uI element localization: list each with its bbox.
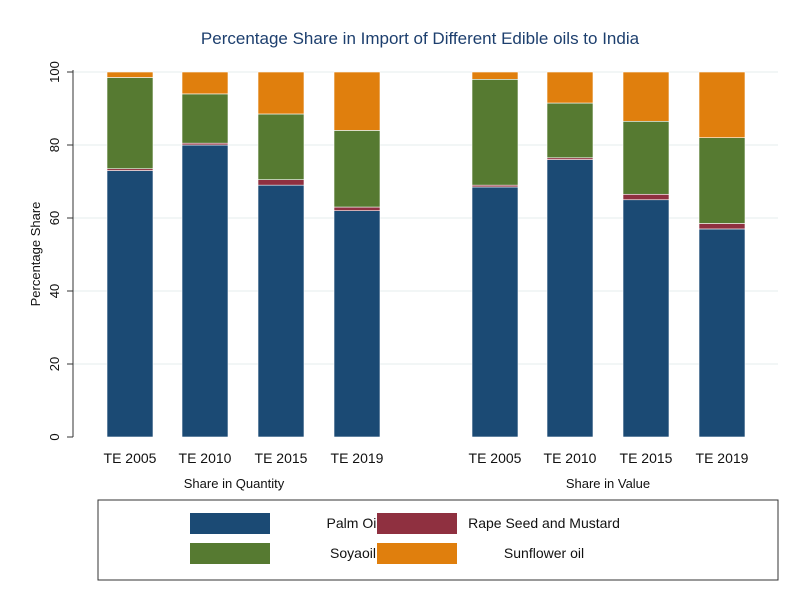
bar-segment xyxy=(622,193,670,201)
y-tick-label: 100 xyxy=(47,61,62,83)
legend-label: Sunflower oil xyxy=(504,545,584,561)
legend-box xyxy=(97,499,779,581)
legend-swatch xyxy=(190,513,270,534)
grid-lines xyxy=(73,71,778,365)
y-tick-label: 0 xyxy=(47,433,62,440)
bar-segment xyxy=(106,71,154,78)
y-tick-label: 80 xyxy=(47,138,62,152)
x-category-label: TE 2005 xyxy=(469,450,522,466)
bar-segment xyxy=(257,113,305,180)
legend-label: Soyaoil xyxy=(330,545,376,561)
y-tick-label: 40 xyxy=(47,284,62,298)
bar-segment xyxy=(698,228,746,438)
bar-segment xyxy=(257,71,305,115)
bar-segment xyxy=(546,71,594,104)
x-category-label: TE 2015 xyxy=(620,450,673,466)
bar-segment xyxy=(257,184,305,438)
x-axis-labels: TE 2005 TE 2010 TE 2015 TE 2019 Share in Qua… xyxy=(104,450,749,491)
chart-title: Percentage Share in Import of Different … xyxy=(201,29,640,48)
bar-segment xyxy=(622,71,670,122)
bar-segment xyxy=(181,144,229,438)
bar-segment xyxy=(698,137,746,224)
legend-swatch xyxy=(377,513,457,534)
bar-segment xyxy=(333,206,381,212)
bar-segment xyxy=(471,186,519,438)
x-category-label: TE 2019 xyxy=(696,450,749,466)
legend-swatch xyxy=(377,543,457,564)
x-category-label: TE 2015 xyxy=(255,450,308,466)
bar-segment xyxy=(106,170,154,438)
legend-label: Rape Seed and Mustard xyxy=(468,515,620,531)
bar-segment xyxy=(333,130,381,208)
x-category-label: TE 2019 xyxy=(331,450,384,466)
y-axis-label: Percentage Share xyxy=(28,202,43,307)
bar-segment xyxy=(181,71,229,95)
y-tick-label: 60 xyxy=(47,211,62,225)
bar-segment xyxy=(622,120,670,195)
bar-segment xyxy=(181,93,229,144)
legend: Palm Oil Rape Seed and Mustard Soyaoil Sunf… xyxy=(190,513,620,564)
y-axis: 0 20 40 60 80 100 xyxy=(47,61,74,441)
x-category-label: TE 2005 xyxy=(104,450,157,466)
legend-swatch xyxy=(190,543,270,564)
bars xyxy=(106,71,746,438)
bar-segment xyxy=(546,159,594,438)
x-category-label: TE 2010 xyxy=(179,450,232,466)
group-label: Share in Value xyxy=(566,476,650,491)
bar-segment xyxy=(546,102,594,159)
bar-segment xyxy=(106,77,154,170)
legend-label: Palm Oil xyxy=(327,515,380,531)
bar-segment xyxy=(333,71,381,131)
group-label: Share in Quantity xyxy=(184,476,285,491)
bar-segment xyxy=(257,179,305,186)
bar-segment xyxy=(698,223,746,230)
bar-segment xyxy=(698,71,746,138)
bar-segment xyxy=(333,210,381,438)
x-category-label: TE 2010 xyxy=(544,450,597,466)
y-tick-label: 20 xyxy=(47,357,62,371)
bar-segment xyxy=(471,79,519,186)
bar-segment xyxy=(471,71,519,80)
bar-segment xyxy=(622,199,670,438)
